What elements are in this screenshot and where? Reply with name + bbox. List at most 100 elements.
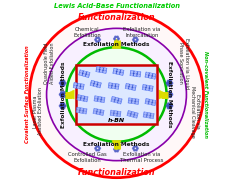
Circle shape — [170, 92, 171, 94]
Circle shape — [94, 112, 96, 113]
Circle shape — [63, 92, 65, 94]
Circle shape — [136, 41, 137, 42]
Circle shape — [82, 96, 83, 98]
Circle shape — [115, 147, 116, 148]
Circle shape — [117, 36, 118, 38]
Circle shape — [115, 111, 116, 113]
Circle shape — [114, 38, 115, 40]
Circle shape — [118, 70, 120, 71]
Circle shape — [114, 149, 115, 150]
Circle shape — [171, 82, 173, 84]
Circle shape — [75, 83, 76, 85]
Text: Exfoliation Methods: Exfoliation Methods — [167, 61, 172, 128]
Circle shape — [98, 146, 99, 147]
Circle shape — [117, 72, 119, 74]
Circle shape — [147, 73, 148, 74]
Circle shape — [78, 108, 79, 109]
Circle shape — [115, 101, 117, 102]
Circle shape — [146, 75, 148, 77]
Circle shape — [61, 80, 62, 82]
Circle shape — [129, 111, 130, 113]
Circle shape — [64, 94, 66, 95]
Circle shape — [117, 40, 118, 41]
Circle shape — [166, 94, 168, 95]
Text: Chemical
Exfoliation: Chemical Exfoliation — [73, 27, 101, 38]
Bar — [108, 83, 119, 89]
Circle shape — [150, 103, 151, 104]
Circle shape — [137, 148, 138, 149]
Circle shape — [150, 74, 151, 75]
Circle shape — [62, 94, 64, 95]
Circle shape — [115, 69, 116, 70]
Circle shape — [96, 37, 97, 39]
Circle shape — [59, 82, 61, 84]
Circle shape — [78, 87, 79, 88]
Ellipse shape — [47, 28, 186, 161]
Circle shape — [101, 113, 103, 115]
Circle shape — [81, 87, 83, 89]
Circle shape — [114, 72, 116, 73]
Bar — [145, 72, 156, 79]
Circle shape — [147, 86, 149, 87]
Circle shape — [170, 107, 171, 109]
Circle shape — [130, 88, 131, 89]
Circle shape — [63, 80, 65, 82]
Bar — [79, 70, 90, 78]
Circle shape — [133, 102, 134, 103]
Circle shape — [82, 99, 83, 100]
Text: h-BN: h-BN — [108, 119, 125, 123]
Circle shape — [134, 86, 135, 87]
Circle shape — [171, 105, 173, 107]
Circle shape — [135, 116, 136, 117]
Text: Non-covalent Functionalization: Non-covalent Functionalization — [203, 51, 208, 138]
Bar — [128, 98, 139, 105]
Bar — [145, 98, 156, 106]
Circle shape — [135, 72, 136, 73]
Circle shape — [147, 88, 148, 90]
Circle shape — [171, 94, 173, 95]
Circle shape — [150, 100, 151, 101]
Circle shape — [98, 112, 99, 114]
Bar — [77, 95, 88, 102]
Bar — [93, 108, 104, 115]
Circle shape — [134, 146, 135, 147]
Circle shape — [131, 115, 133, 116]
Circle shape — [98, 110, 99, 111]
Circle shape — [130, 85, 132, 86]
Bar — [130, 70, 141, 77]
Circle shape — [118, 112, 120, 113]
Circle shape — [62, 82, 64, 84]
Circle shape — [151, 116, 153, 118]
Circle shape — [81, 111, 82, 113]
Circle shape — [98, 86, 99, 87]
Circle shape — [170, 84, 171, 86]
Circle shape — [61, 92, 62, 94]
Text: Laser Plasma
Assisted Exfoliation: Laser Plasma Assisted Exfoliation — [33, 88, 44, 136]
Circle shape — [143, 88, 145, 89]
Circle shape — [120, 99, 121, 101]
Circle shape — [147, 99, 148, 101]
Circle shape — [131, 71, 133, 73]
Circle shape — [133, 39, 134, 40]
Circle shape — [148, 116, 149, 117]
Circle shape — [167, 103, 169, 105]
Circle shape — [151, 114, 153, 115]
Circle shape — [92, 81, 93, 83]
Circle shape — [153, 74, 155, 76]
Circle shape — [168, 82, 170, 84]
Circle shape — [95, 85, 96, 86]
Circle shape — [112, 100, 113, 101]
Text: Quadrupole Field
Aided Exfoliation: Quadrupole Field Aided Exfoliation — [44, 43, 55, 84]
Circle shape — [170, 95, 171, 97]
Bar — [113, 68, 124, 75]
Circle shape — [167, 84, 169, 86]
Circle shape — [115, 114, 116, 115]
Circle shape — [97, 70, 99, 71]
Circle shape — [127, 84, 128, 86]
Circle shape — [150, 76, 151, 78]
Circle shape — [79, 95, 80, 97]
Circle shape — [96, 146, 97, 147]
Circle shape — [133, 99, 134, 101]
Bar — [90, 80, 101, 88]
Circle shape — [59, 94, 61, 95]
